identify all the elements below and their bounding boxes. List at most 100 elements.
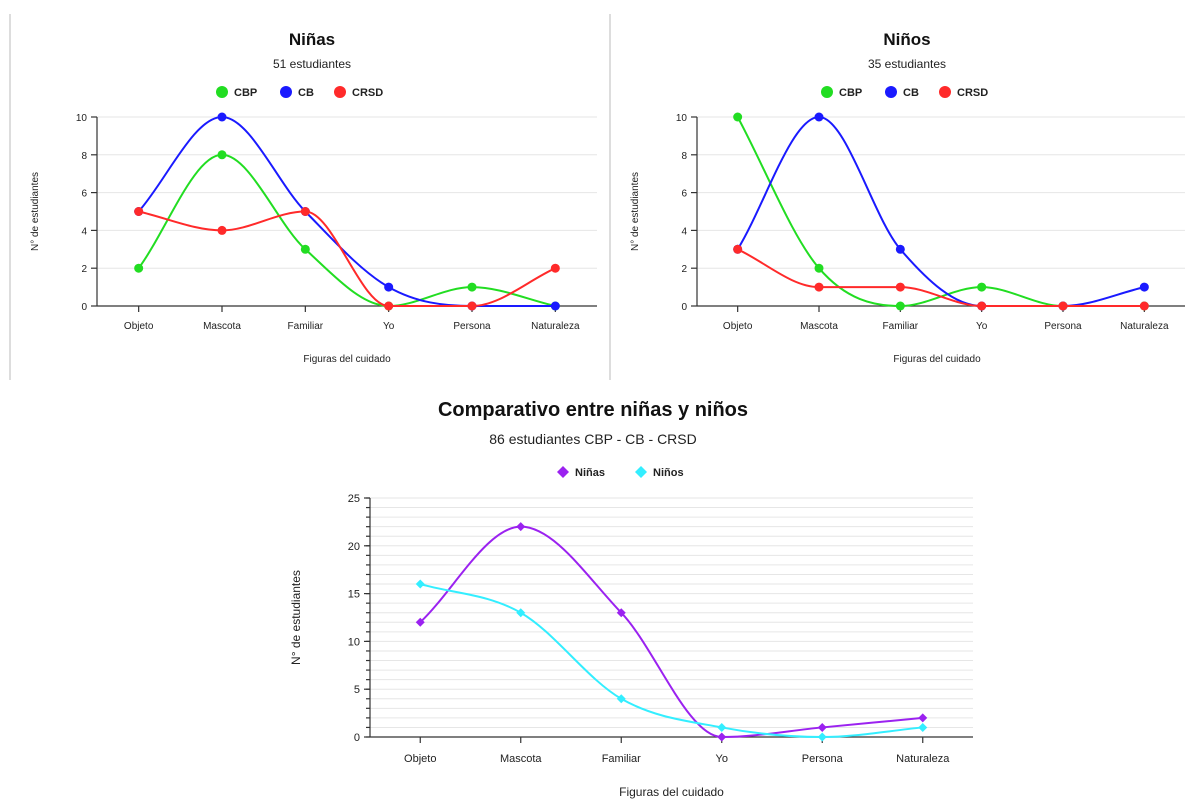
data-point-cb-mascota[interactable] — [217, 112, 227, 122]
legend-marker-crsd[interactable] — [939, 86, 951, 98]
data-point-niños-yo[interactable] — [717, 722, 727, 732]
x-tick-label-mascota: Mascota — [500, 753, 542, 765]
legend-item-cb[interactable]: CB — [885, 86, 919, 99]
data-point-cbp-persona[interactable] — [467, 282, 477, 292]
data-point-cbp-familiar[interactable] — [895, 301, 905, 311]
data-point-crsd-naturaleza[interactable] — [550, 263, 560, 273]
data-point-cb-mascota[interactable] — [814, 112, 824, 122]
x-tick-label-familiar: Familiar — [288, 321, 324, 332]
x-tick-label-mascota: Mascota — [800, 321, 838, 332]
data-point-niñas-naturaleza[interactable] — [918, 713, 928, 723]
data-point-niños-mascota[interactable] — [516, 608, 526, 618]
data-point-crsd-yo[interactable] — [977, 301, 987, 311]
data-point-cb-familiar[interactable] — [895, 244, 905, 254]
series-cb — [134, 112, 560, 311]
series-niñas — [415, 522, 928, 742]
x-tick-label-objeto: Objeto — [404, 753, 436, 765]
y-tick-label: 10 — [76, 113, 88, 124]
x-tick-label-familiar: Familiar — [883, 321, 919, 332]
legend-item-cbp[interactable]: CBP — [821, 86, 862, 99]
y-tick-label: 4 — [681, 226, 687, 237]
x-tick-label-objeto: Objeto — [723, 321, 753, 332]
y-tick-label: 8 — [81, 151, 87, 162]
legend-item-crsd[interactable]: CRSD — [334, 86, 383, 99]
legend-marker-niños[interactable] — [635, 466, 647, 478]
y-axis-label: N° de estudiantes — [30, 172, 41, 251]
series-crsd — [134, 207, 560, 311]
data-point-cb-naturaleza[interactable] — [1139, 282, 1149, 292]
legend-label-niños: Niños — [653, 467, 684, 479]
legend-label-cbp: CBP — [839, 87, 862, 99]
legend-marker-cb[interactable] — [885, 86, 897, 98]
x-axis-label: Figuras del cuidado — [893, 354, 981, 365]
data-point-cbp-mascota[interactable] — [217, 150, 227, 160]
data-point-niñas-mascota[interactable] — [516, 522, 526, 532]
legend-label-cb: CB — [903, 87, 919, 99]
chart-title: Niñas — [289, 30, 335, 49]
y-tick-label: 0 — [354, 732, 360, 744]
data-point-niñas-familiar[interactable] — [616, 608, 626, 618]
chart-subtitle: 86 estudiantes CBP - CB - CRSD — [489, 431, 697, 447]
data-point-cbp-yo[interactable] — [977, 282, 987, 292]
data-point-crsd-familiar[interactable] — [895, 282, 905, 292]
data-point-crsd-objeto[interactable] — [134, 207, 144, 216]
legend-label-cb: CB — [298, 87, 314, 99]
data-point-crsd-persona[interactable] — [1058, 301, 1068, 311]
data-point-niños-familiar[interactable] — [616, 694, 626, 704]
data-point-crsd-familiar[interactable] — [300, 207, 310, 216]
data-point-cbp-objeto[interactable] — [733, 112, 743, 122]
data-point-crsd-persona[interactable] — [467, 301, 477, 311]
data-point-crsd-mascota[interactable] — [814, 282, 824, 292]
legend-marker-cbp[interactable] — [821, 86, 833, 98]
y-tick-label: 6 — [81, 189, 87, 200]
legend-marker-niñas[interactable] — [557, 466, 569, 478]
data-point-niños-naturaleza[interactable] — [918, 722, 928, 732]
x-tick-label-naturaleza: Naturaleza — [1120, 321, 1169, 332]
data-point-crsd-mascota[interactable] — [217, 225, 227, 235]
data-point-niños-persona[interactable] — [817, 732, 827, 742]
data-point-niñas-persona[interactable] — [817, 722, 827, 732]
data-point-niñas-yo[interactable] — [717, 732, 727, 742]
data-point-crsd-naturaleza[interactable] — [1139, 301, 1149, 311]
x-tick-label-yo: Yo — [976, 321, 988, 332]
series-line-cb — [137, 115, 556, 308]
data-point-crsd-yo[interactable] — [384, 301, 394, 311]
data-point-crsd-objeto[interactable] — [733, 244, 743, 254]
legend-label-crsd: CRSD — [352, 87, 383, 99]
data-point-cb-naturaleza[interactable] — [550, 301, 560, 311]
y-tick-label: 2 — [81, 264, 87, 275]
legend-marker-cbp[interactable] — [216, 86, 228, 98]
x-tick-label-naturaleza: Naturaleza — [896, 753, 950, 765]
legend-label-crsd: CRSD — [957, 87, 988, 99]
y-tick-label: 6 — [681, 189, 687, 200]
y-tick-label: 4 — [81, 226, 87, 237]
y-tick-label: 10 — [348, 636, 360, 648]
data-point-niñas-objeto[interactable] — [415, 617, 425, 627]
y-axis-label: N° de estudiantes — [289, 570, 303, 665]
y-axis-label: N° de estudiantes — [630, 172, 641, 251]
data-point-cbp-mascota[interactable] — [814, 263, 824, 273]
series-line-crsd — [138, 210, 556, 308]
x-tick-label-persona: Persona — [1044, 321, 1082, 332]
legend-item-niños[interactable]: Niños — [635, 466, 684, 479]
legend-item-cb[interactable]: CB — [280, 86, 314, 99]
legend-item-crsd[interactable]: CRSD — [939, 86, 988, 99]
y-tick-label: 2 — [681, 264, 687, 275]
data-point-cb-yo[interactable] — [384, 282, 394, 292]
series-line-niños — [419, 583, 923, 739]
legend-label-cbp: CBP — [234, 87, 257, 99]
y-tick-label: 20 — [348, 541, 360, 553]
y-tick-label: 25 — [348, 493, 360, 505]
x-tick-label-yo: Yo — [383, 321, 395, 332]
x-axis-label: Figuras del cuidado — [619, 785, 724, 799]
legend-marker-cb[interactable] — [280, 86, 292, 98]
y-tick-label: 15 — [348, 589, 360, 601]
legend-item-niñas[interactable]: Niñas — [557, 466, 605, 479]
legend-marker-crsd[interactable] — [334, 86, 346, 98]
data-point-cbp-familiar[interactable] — [300, 244, 310, 254]
data-point-niños-objeto[interactable] — [415, 579, 425, 589]
data-point-cbp-objeto[interactable] — [134, 263, 144, 273]
y-tick-label: 8 — [681, 151, 687, 162]
legend-item-cbp[interactable]: CBP — [216, 86, 257, 99]
